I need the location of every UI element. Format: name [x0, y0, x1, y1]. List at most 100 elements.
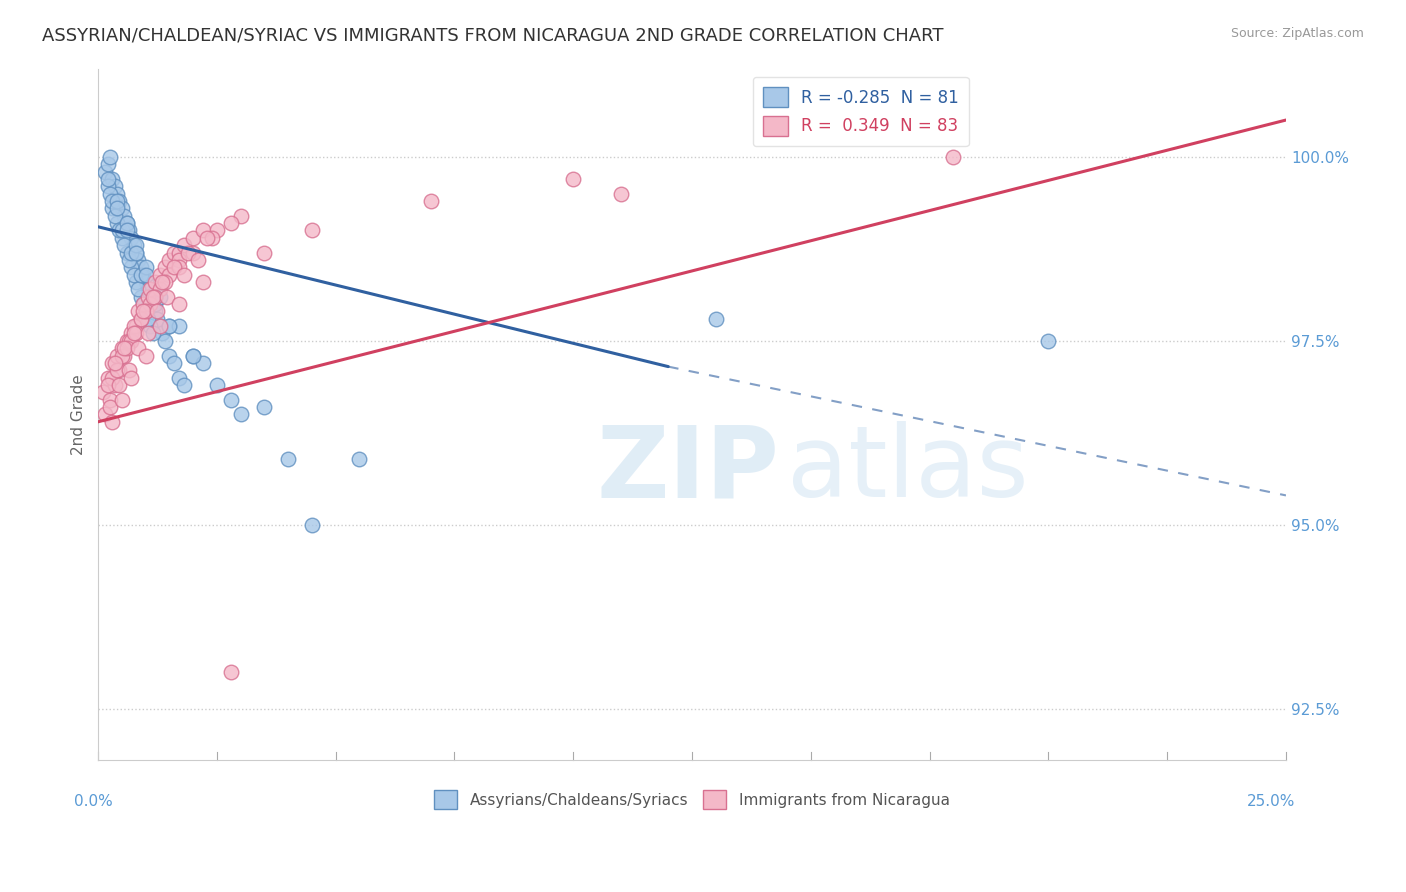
Point [127, 252, 149, 267]
Point [101, 370, 124, 384]
Point [105, 216, 128, 230]
Point [146, 311, 169, 326]
Point [191, 356, 214, 370]
Point [136, 311, 159, 326]
Point [105, 363, 128, 377]
Point [118, 252, 141, 267]
Point [173, 268, 195, 282]
Point [139, 319, 162, 334]
Point [157, 252, 180, 267]
Point [91, 385, 114, 400]
Point [101, 356, 124, 370]
Point [156, 290, 179, 304]
Point [150, 326, 173, 341]
Point [98, 150, 121, 164]
Point [112, 341, 135, 355]
Point [96, 179, 118, 194]
Point [96, 370, 118, 384]
Point [277, 451, 299, 466]
Point [143, 275, 166, 289]
Point [195, 231, 218, 245]
Point [229, 408, 252, 422]
Point [167, 319, 190, 334]
Point [115, 245, 138, 260]
Point [143, 290, 166, 304]
Point [146, 304, 169, 318]
Point [135, 349, 157, 363]
Point [153, 334, 176, 348]
Point [125, 319, 148, 334]
Point [101, 172, 124, 186]
Point [127, 304, 149, 318]
Point [173, 238, 195, 252]
Point [191, 275, 214, 289]
Point [704, 311, 727, 326]
Point [139, 297, 162, 311]
Point [96, 157, 118, 171]
Point [118, 223, 141, 237]
Point [167, 245, 190, 260]
Point [120, 326, 142, 341]
Point [129, 290, 152, 304]
Point [101, 415, 124, 429]
Text: Source: ZipAtlas.com: Source: ZipAtlas.com [1230, 27, 1364, 40]
Text: 0.0%: 0.0% [75, 794, 112, 808]
Point [187, 252, 209, 267]
Point [135, 304, 157, 318]
Point [173, 378, 195, 392]
Point [98, 400, 121, 414]
Point [229, 209, 252, 223]
Point [111, 231, 134, 245]
Point [157, 268, 180, 282]
Point [111, 349, 134, 363]
Point [111, 223, 134, 237]
Point [115, 216, 138, 230]
Point [129, 311, 152, 326]
Point [98, 392, 121, 407]
Point [942, 150, 965, 164]
Point [181, 231, 204, 245]
Point [122, 238, 145, 252]
Point [105, 349, 128, 363]
Point [127, 341, 149, 355]
Point [301, 517, 323, 532]
Point [125, 245, 148, 260]
Point [153, 260, 176, 275]
Point [108, 194, 131, 208]
Point [142, 297, 165, 311]
Point [101, 194, 124, 208]
Point [201, 231, 224, 245]
Point [205, 378, 228, 392]
Point [143, 290, 166, 304]
Point [143, 297, 166, 311]
Point [157, 319, 180, 334]
Point [104, 179, 127, 194]
Point [167, 297, 190, 311]
Point [135, 304, 157, 318]
Point [122, 268, 145, 282]
Point [104, 356, 127, 370]
Point [125, 326, 148, 341]
Point [115, 216, 138, 230]
Point [136, 290, 159, 304]
Point [153, 275, 176, 289]
Point [120, 231, 142, 245]
Point [125, 275, 148, 289]
Point [135, 268, 157, 282]
Point [115, 334, 138, 348]
Text: ASSYRIAN/CHALDEAN/SYRIAC VS IMMIGRANTS FROM NICARAGUA 2ND GRADE CORRELATION CHAR: ASSYRIAN/CHALDEAN/SYRIAC VS IMMIGRANTS F… [42, 27, 943, 45]
Point [149, 319, 172, 334]
Point [132, 297, 155, 311]
Point [105, 186, 128, 201]
Point [129, 311, 152, 326]
Point [177, 245, 200, 260]
Point [122, 326, 145, 341]
Point [219, 392, 242, 407]
Y-axis label: 2nd Grade: 2nd Grade [72, 374, 86, 455]
Point [120, 245, 142, 260]
Point [112, 209, 135, 223]
Point [157, 319, 180, 334]
Point [167, 260, 190, 275]
Point [167, 252, 190, 267]
Point [120, 370, 142, 384]
